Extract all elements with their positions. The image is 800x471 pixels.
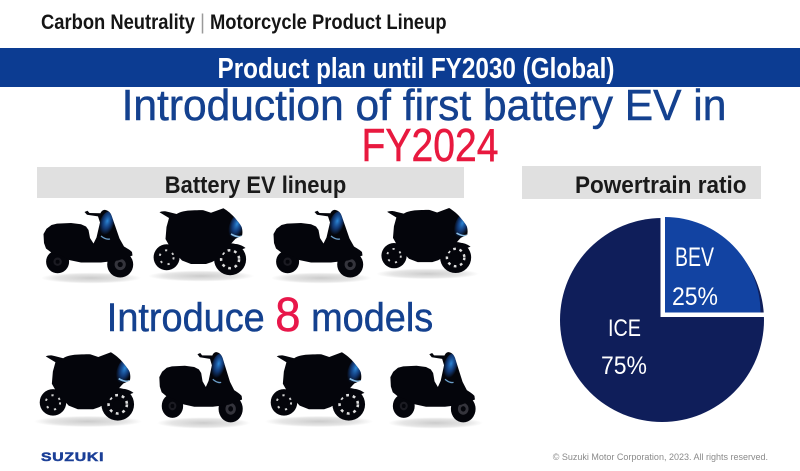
svg-text:ICE: ICE bbox=[608, 315, 641, 342]
svg-text:75%: 75% bbox=[601, 352, 647, 380]
svg-text:25%: 25% bbox=[672, 283, 718, 311]
svg-text:BEV: BEV bbox=[675, 242, 714, 272]
